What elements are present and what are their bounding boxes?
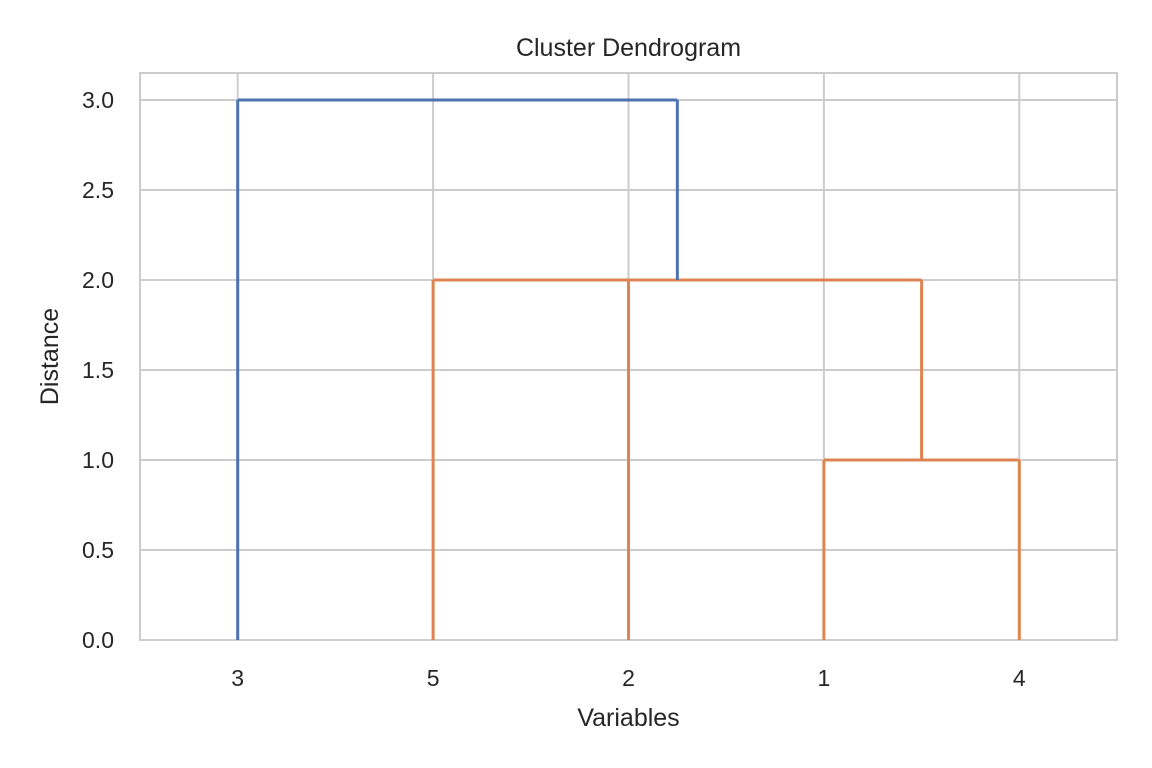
x-tick-label: 1 <box>818 665 831 691</box>
y-tick-label: 1.5 <box>82 357 114 383</box>
y-axis-label: Distance <box>36 308 64 405</box>
dendrogram-links <box>236 98 1021 640</box>
y-tick-label: 2.0 <box>82 267 114 293</box>
x-axis-label: Variables <box>577 704 679 732</box>
x-tick-label: 5 <box>427 665 440 691</box>
x-tick-label: 4 <box>1013 665 1026 691</box>
x-tick-label: 3 <box>231 665 244 691</box>
y-tick-label: 0.0 <box>82 627 114 653</box>
y-tick-label: 0.5 <box>82 537 114 563</box>
y-tick-label: 2.5 <box>82 177 114 203</box>
y-tick-labels: 0.0 0.5 1.0 1.5 2.0 2.5 3.0 <box>82 87 114 653</box>
y-tick-label: 1.0 <box>82 447 114 473</box>
x-tick-label: 2 <box>622 665 635 691</box>
x-tick-labels: 3 5 2 1 4 <box>231 665 1026 691</box>
y-tick-label: 3.0 <box>82 87 114 113</box>
chart-title: Cluster Dendrogram <box>516 34 741 62</box>
